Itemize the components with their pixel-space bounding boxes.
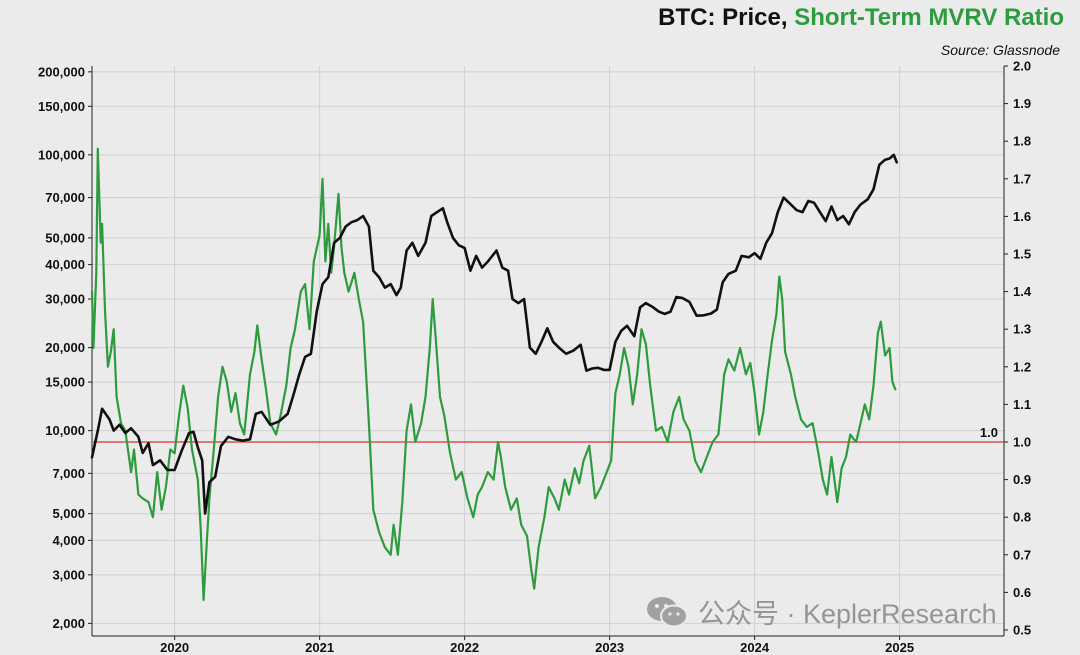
source-note: Source: Glassnode xyxy=(940,42,1060,58)
y-right-tick-label: 1.0 xyxy=(1013,434,1031,449)
series-group xyxy=(90,147,898,601)
y-right-tick-label: 1.1 xyxy=(1013,397,1031,412)
y-right-tick-label: 2.0 xyxy=(1013,59,1031,74)
x-ticks: 2020 2021 2022 2023 2024 2025 xyxy=(160,636,914,655)
y-left-tick-label: 7,000 xyxy=(52,466,85,481)
y-left-tick-label: 20,000 xyxy=(45,340,85,355)
y-left-tick-label: 5,000 xyxy=(52,506,85,521)
y-right-tick-label: 1.9 xyxy=(1013,96,1031,111)
reference-line-group: 1.0 xyxy=(92,425,1004,443)
y-right-tick-label: 1.7 xyxy=(1013,171,1031,186)
plot-area xyxy=(92,66,1004,636)
reference-line-label: 1.0 xyxy=(980,425,998,440)
series-mvrv-line xyxy=(90,147,897,601)
x-tick-label: 2022 xyxy=(450,640,479,655)
y-right-tick-label: 1.4 xyxy=(1013,284,1032,299)
y-left-tick-label: 200,000 xyxy=(38,64,85,79)
y-right-tick-label: 1.6 xyxy=(1013,209,1031,224)
y-right-tick-label: 0.6 xyxy=(1013,585,1031,600)
x-tick-label: 2024 xyxy=(740,640,770,655)
y-right-ticks: 0.5 0.6 0.7 0.8 0.9 1.0 1.1 1.2 1.3 1.4 1.5 1.6 1.7 1… xyxy=(1004,59,1032,637)
y-right-tick-label: 1.2 xyxy=(1013,359,1031,374)
y-right-tick-label: 1.3 xyxy=(1013,322,1031,337)
title-mvrv: Short-Term MVRV Ratio xyxy=(794,4,1064,31)
x-tick-label: 2021 xyxy=(305,640,334,655)
wechat-icon xyxy=(647,596,688,627)
title-price: BTC: Price, xyxy=(658,4,795,31)
x-tick-label: 2020 xyxy=(160,640,189,655)
y-left-tick-label: 100,000 xyxy=(38,147,85,162)
y-left-tick-label: 50,000 xyxy=(45,230,85,245)
y-right-tick-label: 0.8 xyxy=(1013,510,1031,525)
y-right-tick-label: 1.8 xyxy=(1013,134,1031,149)
x-tick-label: 2023 xyxy=(595,640,624,655)
y-left-tick-label: 2,000 xyxy=(52,616,85,631)
axes xyxy=(91,66,1005,637)
y-right-tick-label: 1.5 xyxy=(1013,246,1031,261)
watermark: 公众号 · KeplerResearch xyxy=(646,592,997,631)
y-left-tick-label: 40,000 xyxy=(45,257,85,272)
x-tick-label: 2025 xyxy=(885,640,914,655)
watermark-text: 公众号 · KeplerResearch xyxy=(698,599,997,629)
gridlines xyxy=(92,66,1004,636)
y-left-tick-label: 70,000 xyxy=(45,190,85,205)
y-left-tick-label: 4,000 xyxy=(52,533,85,548)
y-right-tick-label: 0.9 xyxy=(1013,472,1031,487)
series-price-line xyxy=(90,153,898,515)
chart-title: BTC: Price, Short-Term MVRV Ratio xyxy=(658,4,1064,32)
y-left-ticks: 2,000 3,000 4,000 5,000 7,000 10,000 15,000 20,… xyxy=(38,64,92,631)
y-left-tick-label: 10,000 xyxy=(45,423,85,438)
y-left-tick-label: 30,000 xyxy=(45,292,85,307)
y-left-tick-label: 150,000 xyxy=(38,99,85,114)
y-left-tick-label: 3,000 xyxy=(52,567,85,582)
y-right-tick-label: 0.5 xyxy=(1013,622,1031,637)
y-left-tick-label: 15,000 xyxy=(45,375,85,390)
y-right-tick-label: 0.7 xyxy=(1013,547,1031,562)
